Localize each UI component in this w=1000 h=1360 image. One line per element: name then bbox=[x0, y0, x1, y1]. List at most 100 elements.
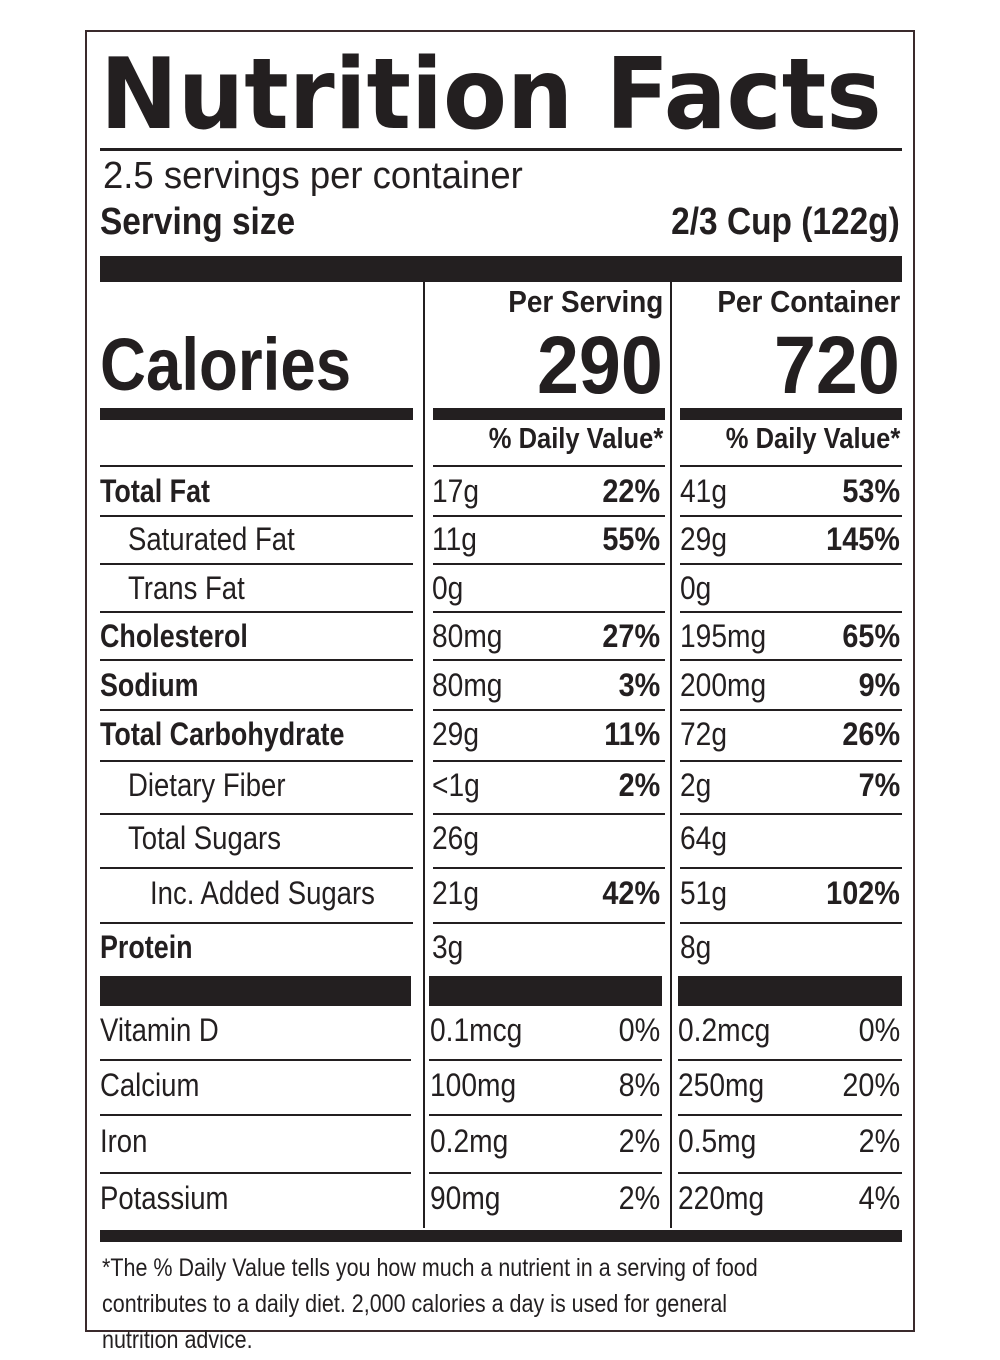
container-amount: 51g bbox=[680, 875, 727, 911]
nutrition-facts-title: Nutrition Facts bbox=[100, 38, 882, 152]
container-amount: 64g bbox=[680, 820, 727, 856]
row-separator bbox=[678, 1114, 902, 1116]
row-separator bbox=[100, 1172, 411, 1174]
daily-value-header-serving: % Daily Value* bbox=[488, 423, 663, 455]
row-separator bbox=[433, 922, 665, 924]
serving-daily-value: 42% bbox=[602, 875, 660, 911]
serving-amount: 11g bbox=[432, 521, 477, 557]
container-amount: 41g bbox=[680, 473, 727, 509]
vitamin-name: Calcium bbox=[100, 1067, 200, 1103]
container-amount: 195mg bbox=[680, 618, 767, 654]
container-amount: 2g bbox=[680, 767, 712, 803]
row-separator bbox=[100, 563, 413, 565]
serving-size-label: Serving size bbox=[100, 201, 296, 243]
container-amount: 0.2mcg bbox=[678, 1012, 771, 1048]
row-separator bbox=[433, 563, 665, 565]
serving-amount: 3g bbox=[432, 929, 464, 965]
container-amount: 72g bbox=[680, 716, 727, 752]
nutrient-name: Sodium bbox=[100, 667, 199, 703]
row-separator bbox=[100, 515, 413, 517]
serving-amount: 26g bbox=[432, 820, 479, 856]
serving-amount: 0g bbox=[432, 570, 464, 606]
row-separator bbox=[680, 760, 902, 762]
container-amount: 0.5mg bbox=[678, 1123, 757, 1159]
serving-amount: 29g bbox=[432, 716, 479, 752]
nutrient-name: Saturated Fat bbox=[128, 521, 295, 557]
row-separator bbox=[680, 611, 902, 613]
row-separator bbox=[680, 709, 902, 711]
calories-label: Calories bbox=[100, 323, 352, 406]
nutrient-name: Protein bbox=[100, 929, 193, 965]
container-daily-value: 0% bbox=[858, 1012, 900, 1048]
serving-daily-value: 0% bbox=[618, 1012, 660, 1048]
serving-daily-value: 22% bbox=[602, 473, 660, 509]
divider-medium bbox=[433, 408, 665, 420]
per-serving-header: Per Serving bbox=[507, 284, 663, 319]
nutrient-name: Total Fat bbox=[100, 473, 211, 509]
vitamin-name: Potassium bbox=[100, 1180, 229, 1216]
serving-amount: 90mg bbox=[430, 1180, 501, 1216]
row-separator bbox=[429, 1172, 662, 1174]
serving-daily-value: 2% bbox=[618, 1180, 660, 1216]
row-separator bbox=[433, 515, 665, 517]
column-divider-left bbox=[423, 282, 425, 1228]
servings-per-container: 2.5 servings per container bbox=[103, 155, 523, 197]
container-daily-value: 65% bbox=[842, 618, 900, 654]
serving-amount: 100mg bbox=[430, 1067, 517, 1103]
row-separator bbox=[100, 1059, 411, 1061]
row-separator bbox=[100, 760, 413, 762]
serving-amount: 17g bbox=[432, 473, 479, 509]
divider-thick bbox=[429, 976, 662, 1006]
row-separator bbox=[433, 867, 665, 869]
row-separator bbox=[680, 515, 902, 517]
row-separator bbox=[429, 1059, 662, 1061]
row-separator bbox=[680, 867, 902, 869]
serving-daily-value: 2% bbox=[618, 767, 660, 803]
nutrient-name: Dietary Fiber bbox=[128, 767, 286, 803]
serving-amount: 80mg bbox=[432, 667, 503, 703]
row-separator bbox=[433, 465, 665, 467]
nutrient-name: Inc. Added Sugars bbox=[150, 875, 375, 911]
container-daily-value: 9% bbox=[858, 667, 900, 703]
row-separator bbox=[100, 813, 413, 815]
row-separator bbox=[678, 1172, 902, 1174]
calories-per-container: 720 bbox=[774, 320, 900, 411]
serving-amount: <1g bbox=[432, 767, 480, 803]
serving-daily-value: 11% bbox=[603, 716, 660, 752]
divider-medium bbox=[680, 408, 902, 420]
row-separator bbox=[100, 867, 413, 869]
divider-thin bbox=[100, 148, 902, 151]
row-separator bbox=[433, 813, 665, 815]
container-daily-value: 145% bbox=[826, 521, 900, 557]
daily-value-header-container: % Daily Value* bbox=[725, 423, 900, 455]
row-separator bbox=[433, 760, 665, 762]
per-container-header: Per Container bbox=[717, 284, 900, 319]
vitamin-name: Vitamin D bbox=[100, 1012, 219, 1048]
container-daily-value: 102% bbox=[826, 875, 900, 911]
row-separator bbox=[100, 611, 413, 613]
container-amount: 220mg bbox=[678, 1180, 765, 1216]
serving-daily-value: 3% bbox=[618, 667, 660, 703]
container-daily-value: 20% bbox=[842, 1067, 900, 1103]
serving-daily-value: 27% bbox=[602, 618, 660, 654]
serving-size-value: 2/3 Cup (122g) bbox=[671, 201, 900, 243]
row-separator bbox=[680, 922, 902, 924]
container-amount: 0g bbox=[680, 570, 712, 606]
calories-per-serving: 290 bbox=[537, 320, 663, 411]
row-separator bbox=[433, 709, 665, 711]
serving-daily-value: 55% bbox=[602, 521, 660, 557]
nutrient-name: Total Carbohydrate bbox=[100, 716, 345, 752]
row-separator bbox=[680, 659, 902, 661]
row-separator bbox=[680, 465, 902, 467]
row-separator bbox=[680, 563, 902, 565]
column-divider-right bbox=[670, 282, 672, 1228]
container-daily-value: 7% bbox=[858, 767, 900, 803]
serving-amount: 21g bbox=[432, 875, 479, 911]
serving-amount: 0.1mcg bbox=[430, 1012, 523, 1048]
serving-daily-value: 8% bbox=[618, 1067, 660, 1103]
serving-amount: 80mg bbox=[432, 618, 503, 654]
container-daily-value: 26% bbox=[842, 716, 900, 752]
serving-daily-value: 2% bbox=[618, 1123, 660, 1159]
divider-thick bbox=[100, 976, 411, 1006]
container-amount: 8g bbox=[680, 929, 712, 965]
